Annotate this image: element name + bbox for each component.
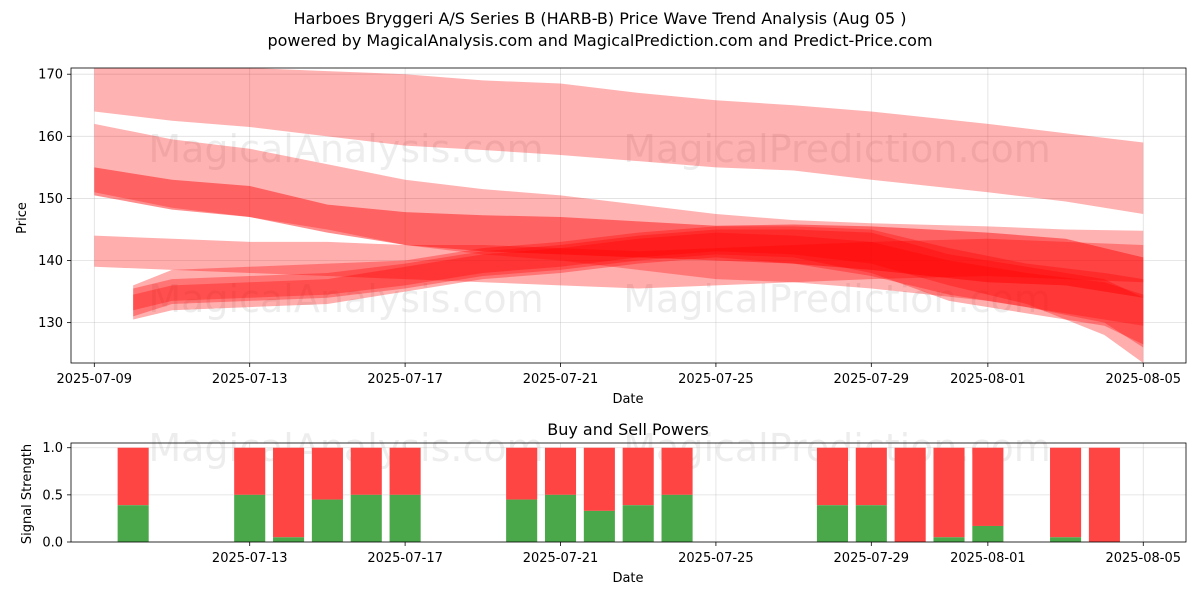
- sell-power-bar: [583, 447, 615, 511]
- watermark-4: MagicalPrediction.com: [623, 277, 1051, 321]
- price-wave-band-6: [133, 232, 1144, 348]
- sell-power-bar: [816, 447, 849, 506]
- powers-tick-label-x: 2025-07-21: [523, 551, 599, 566]
- powers-tick-label-x: 2025-07-17: [367, 551, 443, 566]
- sell-power-bar: [1088, 447, 1120, 542]
- powers-tick-label-x: 2025-07-29: [834, 551, 910, 566]
- sell-power-bar: [117, 447, 149, 506]
- price-tick-label-y: 130: [38, 316, 63, 331]
- sell-power-bar: [350, 447, 382, 495]
- price-ylabel: Price: [15, 202, 30, 234]
- sell-power-bar: [1050, 447, 1082, 538]
- price-tick-label-x: 2025-07-29: [834, 372, 910, 387]
- buy-power-bar: [389, 494, 421, 542]
- powers-tick-label-x: 2025-08-05: [1105, 551, 1181, 566]
- powers-tick-label-x: 2025-07-25: [678, 551, 754, 566]
- watermark-3: MagicalAnalysis.com: [148, 277, 543, 321]
- price-tick-label-y: 150: [38, 192, 63, 207]
- buy-power-bar: [661, 494, 693, 542]
- price-tick-label-y: 160: [38, 130, 63, 145]
- price-tick-label-x: 2025-08-01: [950, 372, 1026, 387]
- buy-power-bar: [583, 510, 615, 542]
- buy-power-bar: [273, 537, 305, 542]
- sell-power-bar: [894, 447, 926, 542]
- powers-tick-label-x: 2025-07-13: [212, 551, 288, 566]
- price-wave-band-2: [94, 123, 1144, 326]
- buy-power-bar: [622, 505, 654, 542]
- price-tick-label-x: 2025-07-25: [678, 372, 754, 387]
- price-tick-label-x: 2025-07-13: [212, 372, 288, 387]
- price-tick-label-x: 2025-07-17: [367, 372, 443, 387]
- watermark-2: MagicalPrediction.com: [623, 127, 1051, 171]
- price-tick-label-x: 2025-08-05: [1105, 372, 1181, 387]
- chart-subtitle: powered by MagicalAnalysis.com and Magic…: [267, 31, 933, 50]
- buy-power-bar: [1050, 537, 1082, 542]
- sell-power-bar: [933, 447, 965, 538]
- buy-power-bar: [234, 494, 266, 542]
- buy-power-bar: [933, 537, 965, 542]
- buy-power-bar: [117, 505, 149, 542]
- sell-power-bar: [389, 447, 421, 495]
- chart-title: Harboes Bryggeri A/S Series B (HARB-B) P…: [293, 9, 907, 28]
- price-tick-label-x: 2025-07-09: [57, 372, 133, 387]
- price-panel: 130 140 150 160 170 2025-07-09 2025-07-13 2025-…: [38, 67, 1187, 387]
- powers-ylabel: Signal Strength: [20, 444, 35, 544]
- sell-power-bar: [273, 447, 305, 538]
- watermark-1: MagicalAnalysis.com: [148, 127, 543, 171]
- powers-tick-label-x: 2025-08-01: [950, 551, 1026, 566]
- powers-axes-frame: [70, 442, 1187, 543]
- buy-power-bar: [544, 494, 577, 542]
- buy-power-bar: [506, 499, 538, 542]
- buy-power-bar: [311, 499, 343, 542]
- buy-power-bar: [855, 505, 887, 542]
- price-xlabel: Date: [612, 392, 643, 407]
- powers-tick-label-y: 0.5: [42, 488, 63, 503]
- price-tick-label-y: 140: [38, 254, 63, 269]
- price-wave-band-1: [94, 68, 1144, 214]
- watermark-5: MagicalAnalysis.com: [148, 426, 543, 470]
- sell-power-bar: [311, 447, 343, 500]
- sell-power-bar: [506, 447, 538, 500]
- buy-power-bar: [816, 505, 849, 542]
- price-wave-band-5: [133, 226, 1144, 345]
- sell-power-bar: [661, 447, 693, 495]
- buy-power-bar: [972, 525, 1004, 542]
- price-axes-frame: [70, 67, 1187, 364]
- price-wave-band-4: [94, 235, 1144, 289]
- price-wave-band-3: [94, 167, 1144, 298]
- price-tick-label-y: 170: [38, 68, 63, 83]
- sell-power-bar: [972, 447, 1004, 526]
- sell-power-bar: [544, 447, 577, 495]
- buy-power-bar: [350, 494, 382, 542]
- sell-power-bar: [234, 447, 266, 495]
- sell-power-bar: [622, 447, 654, 506]
- price-tick-label-x: 2025-07-21: [523, 372, 599, 387]
- sell-power-bar: [855, 447, 887, 506]
- powers-tick-label-y: 1.0: [42, 441, 63, 456]
- price-wave-band-7: [133, 229, 1144, 363]
- powers-tick-label-y: 0.0: [42, 536, 63, 551]
- powers-xlabel: Date: [612, 571, 643, 586]
- powers-panel: 0.0 0.5 1.0 2025-07-13 2025-07-17 2025-07-21 2…: [42, 441, 1187, 566]
- powers-title: Buy and Sell Powers: [547, 420, 709, 439]
- price-bands: [94, 68, 1144, 363]
